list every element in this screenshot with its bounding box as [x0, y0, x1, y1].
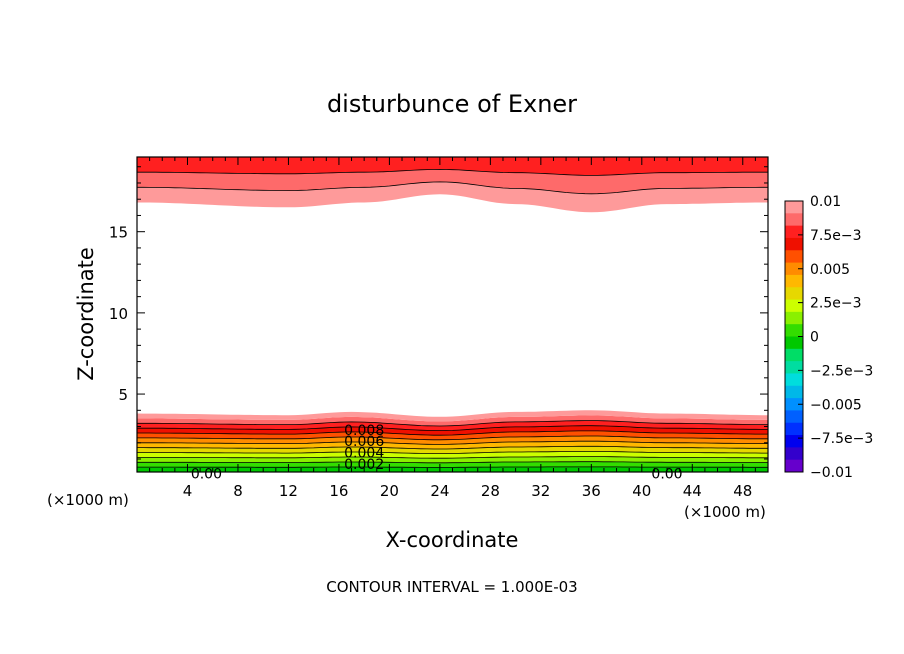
colorbar-tick-label: −0.005 — [810, 397, 862, 413]
contour-band-upper — [137, 157, 768, 176]
contour-line-lower — [137, 461, 768, 464]
contour-line-lower — [137, 420, 768, 427]
colorbar-tick-label: 0.01 — [810, 194, 841, 210]
colorbar-swatch — [785, 398, 803, 411]
x-tick-label: 12 — [279, 482, 298, 500]
colorbar-swatch — [785, 213, 803, 227]
contour-label: 0.004 — [344, 446, 384, 462]
colorbar-swatch — [785, 348, 803, 362]
x-tick-label: 48 — [733, 482, 752, 500]
contour-lines — [137, 168, 768, 468]
x-axis-ticks — [149, 157, 756, 472]
contour-band-upper — [137, 169, 768, 194]
x-tick-label: 40 — [632, 482, 651, 500]
contour-band-lower — [137, 441, 768, 449]
colorbar-tick-label: 0.005 — [810, 262, 850, 278]
x-tick-label: 44 — [683, 482, 702, 500]
colorbar-swatch — [785, 324, 803, 337]
colorbar-swatch — [785, 410, 803, 424]
contour-interval-note: CONTOUR INTERVAL = 1.000E-03 — [326, 578, 577, 596]
x-axis-tick-labels: 4 8 12 16 20 24 28 32 36 40 44 48 — [183, 482, 753, 500]
contour-band-lower — [137, 410, 768, 422]
contour-line-lower — [137, 466, 768, 468]
contour-band-upper — [137, 181, 768, 213]
colorbar-tick-label: 0 — [810, 330, 819, 346]
colorbar-tick-label: 2.5e−3 — [810, 296, 862, 312]
contour-line-upper — [137, 168, 768, 176]
x-tick-label: 24 — [430, 482, 449, 500]
x-tick-label: 32 — [531, 482, 550, 500]
contour-line-lower — [137, 435, 768, 441]
colorbar-swatch — [785, 201, 803, 214]
chart-title: disturbunce of Exner — [327, 90, 577, 118]
colorbar-swatch — [785, 250, 803, 264]
contour-band-lower — [137, 420, 768, 431]
y-axis-tick-labels: 5 10 15 — [109, 224, 128, 404]
contour-band-lower — [137, 461, 768, 468]
contour-band-lower — [137, 415, 768, 426]
contour-label: 0.00 — [191, 467, 222, 483]
contour-band-lower — [137, 436, 768, 445]
contour-line-upper — [137, 181, 768, 195]
colorbar-swatch — [785, 299, 803, 313]
x-axis-label: X-coordinate — [386, 528, 519, 552]
colorbar-swatch — [785, 459, 803, 473]
contour-line-lower — [137, 456, 768, 459]
contour-line-lower — [137, 451, 768, 454]
x-tick-label: 20 — [380, 482, 399, 500]
colorbar-swatch — [785, 274, 803, 288]
contour-label: 0.008 — [344, 423, 384, 439]
colorbar — [784, 200, 804, 473]
colorbar-swatch — [785, 361, 803, 374]
colorbar-swatch — [785, 262, 803, 276]
colorbar-swatch — [785, 311, 803, 325]
y-axis-ticks — [137, 166, 768, 460]
x-tick-label: 36 — [582, 482, 601, 500]
y-axis-label: Z-coordinate — [74, 247, 98, 381]
colorbar-tick-label: 7.5e−3 — [810, 228, 862, 244]
colorbar-tick-labels: 0.01 7.5e−3 0.005 2.5e−3 0 −2.5e−3 −0.005 −7.5e… — [810, 194, 873, 481]
colorbar-swatch — [785, 373, 803, 387]
y-tick-label: 5 — [118, 386, 128, 404]
y-tick-label: 15 — [109, 224, 128, 242]
colorbar-swatch — [785, 237, 803, 251]
contour-label: 0.002 — [344, 457, 384, 473]
colorbar-swatch — [785, 447, 803, 461]
colorbar-tick-label: −2.5e−3 — [810, 363, 873, 379]
y-tick-label: 10 — [109, 305, 128, 323]
colorbar-swatch — [785, 287, 803, 301]
x-unit-right: (×1000 m) — [684, 503, 766, 521]
colorbar-swatch — [785, 422, 803, 436]
x-tick-label: 8 — [233, 482, 243, 500]
x-tick-label: 4 — [183, 482, 193, 500]
contour-label: 0.006 — [344, 434, 384, 450]
contour-line-lower — [137, 425, 768, 432]
colorbar-swatch — [785, 225, 803, 239]
colorbar-swatch — [785, 336, 803, 350]
x-tick-label: 28 — [481, 482, 500, 500]
contour-band-lower — [137, 446, 768, 454]
colorbar-swatch — [785, 435, 803, 448]
contour-line-lower — [137, 440, 768, 445]
contour-fill — [137, 157, 768, 472]
contour-line-lower — [137, 445, 768, 450]
colorbar-tick-label: −7.5e−3 — [810, 431, 873, 447]
colorbar-tick-label: −0.01 — [810, 465, 853, 481]
contour-label: 0.00 — [651, 467, 682, 483]
x-unit-left: (×1000 m) — [47, 491, 129, 509]
colorbar-swatch — [785, 385, 803, 399]
contour-line-lower — [137, 430, 768, 436]
x-tick-label: 16 — [329, 482, 348, 500]
